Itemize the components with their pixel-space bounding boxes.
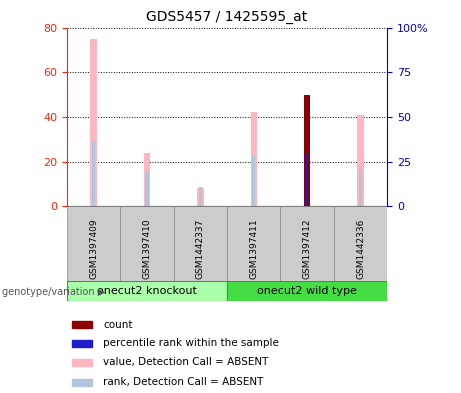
- Text: onecut2 knockout: onecut2 knockout: [97, 286, 197, 296]
- Title: GDS5457 / 1425595_at: GDS5457 / 1425595_at: [147, 10, 307, 24]
- Text: rank, Detection Call = ABSENT: rank, Detection Call = ABSENT: [103, 377, 264, 387]
- Bar: [197, 189, 204, 206]
- Bar: [90, 39, 97, 206]
- Bar: [72, 321, 92, 328]
- Text: GSM1397411: GSM1397411: [249, 218, 258, 279]
- Text: GSM1397410: GSM1397410: [142, 218, 152, 279]
- Text: GSM1397409: GSM1397409: [89, 218, 98, 279]
- Text: value, Detection Call = ABSENT: value, Detection Call = ABSENT: [103, 358, 269, 367]
- Bar: [357, 115, 364, 206]
- Text: genotype/variation ▶: genotype/variation ▶: [2, 286, 106, 297]
- Bar: [72, 340, 92, 347]
- Bar: [72, 378, 92, 386]
- Text: count: count: [103, 320, 133, 329]
- Bar: [174, 206, 227, 281]
- Bar: [199, 187, 202, 206]
- Bar: [359, 169, 362, 206]
- Bar: [227, 281, 387, 301]
- Bar: [144, 153, 150, 206]
- Text: GSM1397412: GSM1397412: [302, 218, 312, 279]
- Bar: [67, 281, 227, 301]
- Bar: [120, 206, 174, 281]
- Bar: [306, 153, 308, 206]
- Text: onecut2 wild type: onecut2 wild type: [257, 286, 357, 296]
- Bar: [252, 156, 255, 206]
- Bar: [72, 359, 92, 366]
- Bar: [67, 206, 120, 281]
- Text: GSM1442336: GSM1442336: [356, 219, 365, 279]
- Bar: [145, 171, 148, 206]
- Bar: [304, 95, 310, 206]
- Bar: [280, 206, 334, 281]
- Bar: [334, 206, 387, 281]
- Bar: [250, 112, 257, 206]
- Bar: [92, 142, 95, 206]
- Bar: [227, 206, 280, 281]
- Text: percentile rank within the sample: percentile rank within the sample: [103, 338, 279, 349]
- Text: GSM1442337: GSM1442337: [196, 219, 205, 279]
